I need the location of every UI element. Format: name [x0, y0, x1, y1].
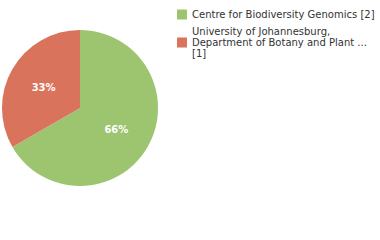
svg-text:66%: 66%	[104, 124, 128, 135]
svg-text:[1]: [1]	[192, 48, 206, 59]
svg-text:Department of Botany and Plant: Department of Botany and Plant ...	[192, 37, 370, 48]
svg-text:Centre for Biodiversity Genomi: Centre for Biodiversity Genomics [2]	[192, 9, 375, 20]
svg-text:University of Johannesburg,: University of Johannesburg,	[192, 26, 333, 37]
svg-text:33%: 33%	[32, 82, 56, 93]
